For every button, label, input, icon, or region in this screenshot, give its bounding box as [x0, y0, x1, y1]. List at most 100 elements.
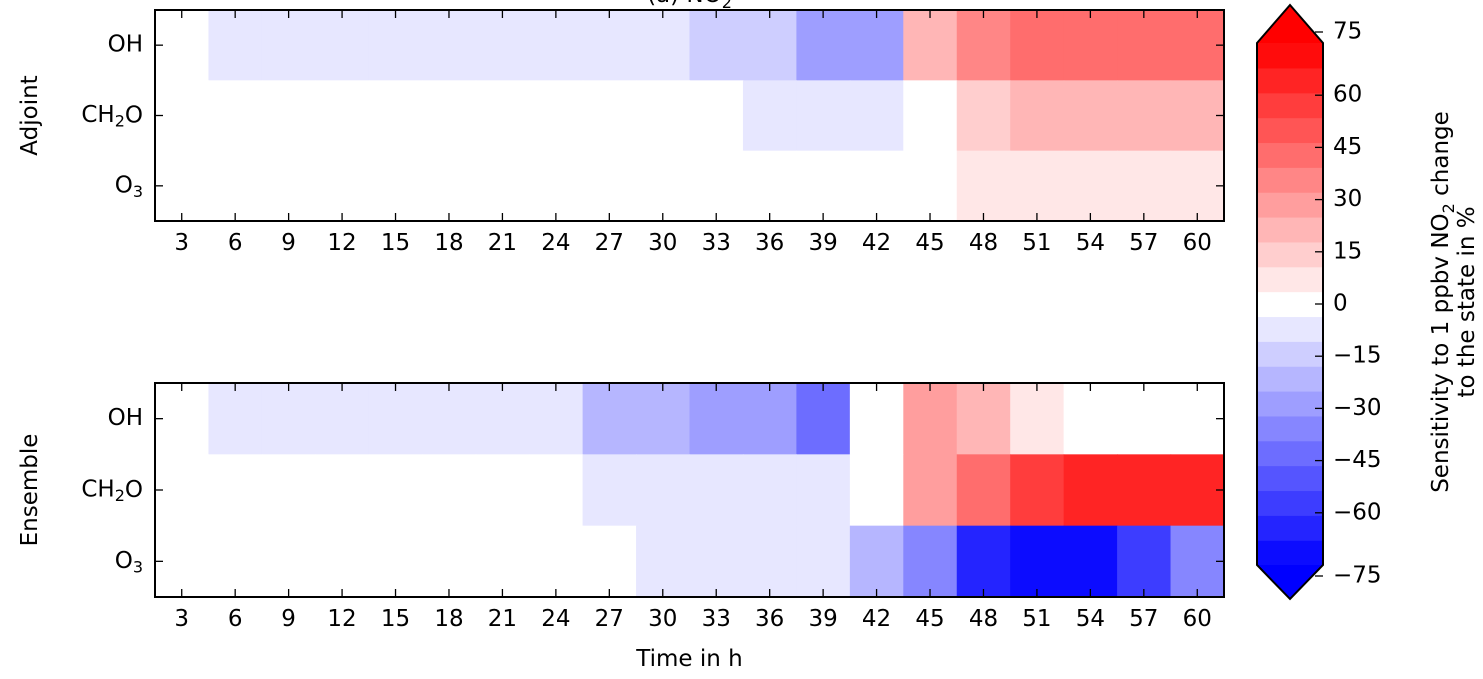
- heatmap-cell: [208, 80, 263, 152]
- heatmap-cell: [261, 525, 316, 598]
- colorbar-level: [1257, 490, 1323, 516]
- x-tick-label: 36: [755, 606, 784, 632]
- heatmap-cell: [903, 10, 958, 81]
- heatmap-cell: [155, 383, 210, 455]
- heatmap-cell: [475, 454, 530, 527]
- x-tick-label: 18: [434, 230, 463, 256]
- heatmap-cell: [261, 80, 316, 152]
- colorbar-level: [1257, 515, 1323, 541]
- colorbar-tick-label: −30: [1333, 395, 1382, 421]
- x-tick-label: 24: [541, 606, 570, 632]
- heatmap-cell: [849, 525, 904, 598]
- heatmap-cell: [315, 383, 370, 455]
- colorbar-level: [1257, 92, 1323, 119]
- colorbar-tick-label: −75: [1333, 563, 1382, 589]
- colorbar-level: [1257, 391, 1323, 417]
- heatmap-cell: [1117, 454, 1172, 527]
- colorbar-tick-label: 15: [1333, 238, 1362, 264]
- colorbar-level: [1257, 241, 1323, 268]
- x-tick-label: 12: [327, 606, 356, 632]
- colorbar-level: [1257, 341, 1323, 367]
- heatmap-cell: [1170, 10, 1225, 81]
- heatmap-cell: [368, 150, 423, 222]
- heatmap-cell: [155, 454, 210, 527]
- x-tick-label: 15: [381, 230, 410, 256]
- x-tick-label: 21: [488, 606, 517, 632]
- heatmap-cell: [582, 10, 637, 81]
- heatmap-cell: [636, 525, 691, 598]
- x-tick-label: 9: [281, 606, 296, 632]
- colorbar-level: [1257, 167, 1323, 193]
- heatmap-cell: [582, 454, 637, 527]
- colorbar-tick-label: −45: [1333, 447, 1382, 473]
- heatmap-cell: [1010, 80, 1065, 152]
- x-tick-label: 15: [381, 606, 410, 632]
- heatmap-cell: [422, 80, 477, 152]
- x-tick-label: 48: [969, 230, 998, 256]
- heatmap-cell: [261, 150, 316, 222]
- heatmap-cell: [582, 383, 637, 455]
- heatmap-cell: [742, 80, 797, 152]
- heatmap-cell: [742, 10, 797, 81]
- x-tick-label: 48: [969, 606, 998, 632]
- colorbar-level: [1257, 192, 1323, 218]
- colorbar-level: [1257, 266, 1323, 293]
- heatmap-cell: [796, 80, 851, 152]
- heatmap-cell: [315, 10, 370, 81]
- heatmap-cell: [422, 525, 477, 598]
- heatmap-cell: [208, 150, 263, 222]
- heatmap-cell: [475, 80, 530, 152]
- heatmap-cell: [422, 454, 477, 527]
- heatmap-cell: [689, 383, 744, 455]
- heatmap-cell: [1117, 80, 1172, 152]
- row-label: CH2O: [81, 477, 143, 505]
- heatmap-cell: [903, 150, 958, 222]
- heatmap-cell: [636, 10, 691, 81]
- heatmap-cell: [796, 150, 851, 222]
- colorbar-extend-max: [1257, 5, 1323, 43]
- colorbar-tick-label: 30: [1333, 186, 1362, 212]
- heatmap-cell: [849, 10, 904, 81]
- x-tick-label: 51: [1022, 230, 1051, 256]
- x-tick-label: 45: [915, 606, 944, 632]
- colorbar-level: [1257, 117, 1323, 144]
- x-tick-label: 30: [648, 606, 677, 632]
- heatmap-cell: [1063, 80, 1118, 152]
- heatmap-cell: [475, 383, 530, 455]
- colorbar-level: [1257, 366, 1323, 392]
- heatmap-cell: [742, 383, 797, 455]
- x-tick-label: 36: [755, 230, 784, 256]
- colorbar-level: [1257, 43, 1323, 69]
- heatmap-cell: [849, 383, 904, 455]
- heatmap-cell: [903, 383, 958, 455]
- heatmap-cell: [1170, 80, 1225, 152]
- heatmap-cell: [155, 80, 210, 152]
- colorbar-tick-label: −15: [1333, 343, 1382, 369]
- heatmap-cell: [849, 454, 904, 527]
- heatmap-cell: [315, 454, 370, 527]
- heatmap-cell: [796, 525, 851, 598]
- heatmap-cell: [689, 454, 744, 527]
- heatmap-cell: [368, 525, 423, 598]
- heatmap-cell: [1010, 383, 1065, 455]
- heatmap-cell: [1063, 525, 1118, 598]
- y-axis-label: Adjoint: [17, 75, 43, 155]
- heatmap-cell: [956, 150, 1011, 222]
- x-tick-label: 6: [228, 606, 243, 632]
- colorbar-tick-label: 45: [1333, 134, 1362, 160]
- heatmap-cell: [956, 454, 1011, 527]
- heatmap-cell: [155, 10, 210, 81]
- x-tick-label: 45: [915, 230, 944, 256]
- heatmap-cell: [742, 525, 797, 598]
- x-tick-label: 57: [1129, 230, 1158, 256]
- heatmap-cell: [636, 383, 691, 455]
- x-tick-label: 3: [174, 230, 189, 256]
- heatmap-cell: [636, 150, 691, 222]
- x-tick-label: 39: [808, 230, 837, 256]
- heatmap-cell: [208, 454, 263, 527]
- x-tick-label: 27: [595, 230, 624, 256]
- heatmap-cell: [422, 383, 477, 455]
- heatmap-cell: [689, 80, 744, 152]
- heatmap-cell: [796, 10, 851, 81]
